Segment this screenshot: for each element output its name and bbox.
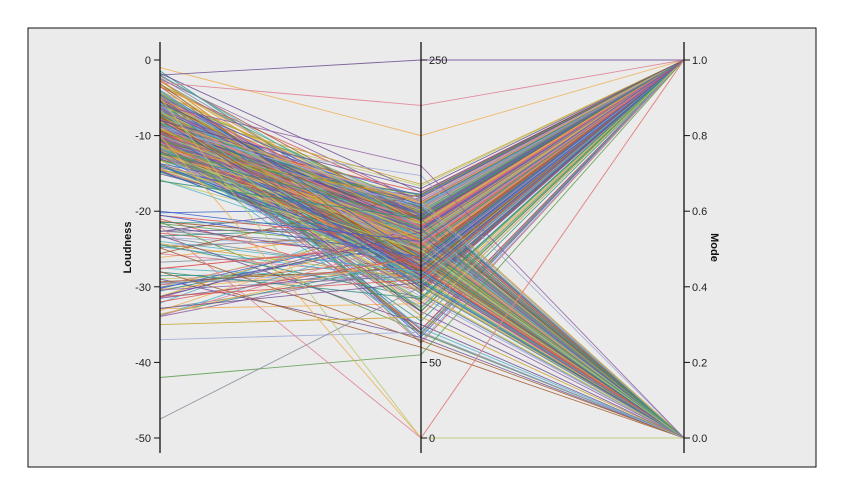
tick-label: 0.6 bbox=[692, 206, 707, 218]
axis-title-mode: Mode bbox=[708, 233, 720, 262]
tick-label: 0 bbox=[429, 433, 435, 445]
tick-label: -30 bbox=[135, 282, 151, 294]
tick-label: 0.8 bbox=[692, 131, 707, 143]
tick-label: 250 bbox=[429, 55, 447, 67]
tick-label: -50 bbox=[135, 433, 151, 445]
tick-label: 0.2 bbox=[692, 357, 707, 369]
tick-label: -10 bbox=[135, 131, 151, 143]
tick-label: 0.4 bbox=[692, 282, 707, 294]
tick-label: 0 bbox=[145, 55, 151, 67]
tick-label: -40 bbox=[135, 357, 151, 369]
axis-title-loudness: Loudness bbox=[122, 222, 134, 274]
axes-layer: 0 -10 -20 -30 -40 -50 Loudness 250 50 0 1.0 0.8 0.6 0… bbox=[122, 42, 720, 453]
tick-label: 0.0 bbox=[692, 433, 707, 445]
tick-label: 1.0 bbox=[692, 55, 707, 67]
tick-label: -20 bbox=[135, 206, 151, 218]
tick-label: 50 bbox=[429, 357, 441, 369]
